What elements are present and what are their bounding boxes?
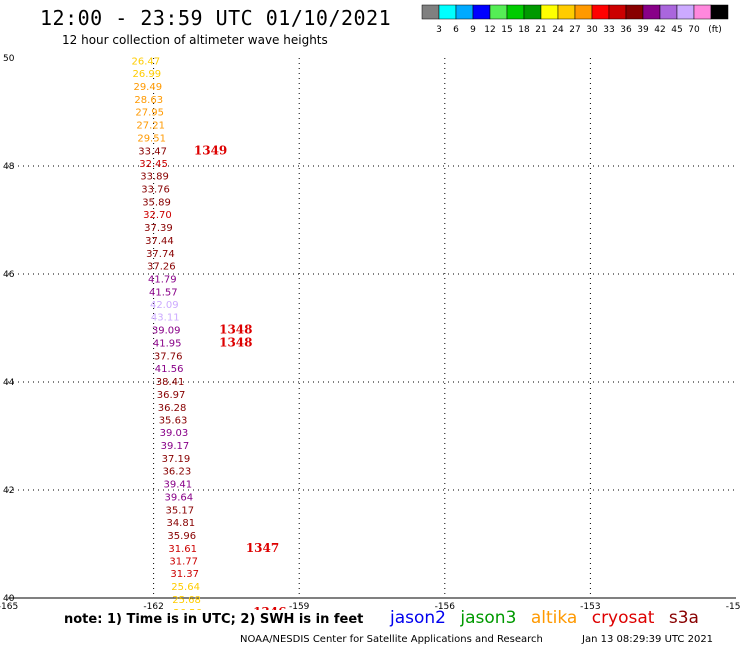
- swh-data-label: 25.64: [171, 582, 200, 593]
- color-scale-label: 18: [518, 25, 530, 35]
- color-scale-label: 30: [586, 25, 598, 35]
- x-tick-label: -162: [143, 602, 163, 610]
- orbit-annotation: 1347: [246, 541, 279, 555]
- swh-data-label: 25.68: [172, 595, 201, 606]
- swh-data-label: 42.09: [150, 300, 179, 311]
- y-tick-label: 48: [3, 162, 15, 172]
- y-tick-label: 40: [3, 594, 15, 604]
- satellite-jason2: jason2: [390, 608, 446, 628]
- color-scale-label: 33: [603, 25, 614, 35]
- swh-data-label: 37.76: [154, 352, 183, 363]
- swh-data-label: 38.41: [156, 377, 185, 388]
- swh-data-label: 26.99: [132, 69, 161, 80]
- color-swatch: [710, 4, 729, 20]
- color-scale-label: 6: [453, 25, 459, 35]
- swh-data-label: 41.57: [149, 287, 178, 298]
- satellite-jason3: jason3: [460, 608, 517, 628]
- orbit-annotation: 1349: [194, 143, 227, 157]
- color-scale-legend: 3 6 9 12 15 18 21 24 27 30 33 36 39 42 45 70 (ft): [421, 4, 729, 35]
- swh-data-label: 37.74: [146, 249, 175, 260]
- color-scale-label: 9: [470, 25, 476, 35]
- swh-data-label: 36.28: [158, 403, 187, 414]
- color-scale-label: 39: [637, 25, 649, 35]
- swh-data-label: 35.17: [165, 505, 194, 516]
- swh-data-label: 41.79: [148, 274, 177, 285]
- swh-data-label: 26.47: [132, 57, 161, 68]
- y-tick-label: 42: [3, 486, 14, 496]
- y-tick-label: 46: [3, 270, 15, 280]
- color-scale-label: 45: [671, 25, 682, 35]
- color-scale-label: 12: [484, 25, 495, 35]
- swh-data-label: 43.11: [151, 313, 180, 324]
- swh-data-label: 41.56: [155, 364, 184, 375]
- swh-data-label: 26.56: [173, 608, 202, 610]
- satellite-s3a: s3a: [668, 608, 699, 628]
- x-tick-label: -153: [580, 602, 600, 610]
- swh-data-label: 41.95: [153, 339, 182, 350]
- swh-data-label: 39.03: [160, 428, 189, 439]
- swh-data-label: 31.37: [170, 569, 199, 580]
- y-tick-label: 44: [3, 378, 15, 388]
- swh-data-label: 31.61: [168, 544, 197, 555]
- color-scale-unit: (ft): [708, 25, 722, 35]
- color-scale-label: 21: [535, 25, 546, 35]
- swh-data-label: 31.77: [169, 557, 198, 568]
- swh-data-label: 35.63: [159, 415, 188, 426]
- swh-data-label: 32.70: [143, 210, 172, 221]
- plot-area: -165 -162 -159 -156 -153 -150 40 42 44 46 48 50 26.4…: [0, 54, 740, 610]
- x-tick-label: -150: [726, 602, 740, 610]
- swh-data-label: 36.97: [157, 390, 186, 401]
- swh-data-label: 32.45: [139, 159, 168, 170]
- swh-data-label: 27.95: [135, 107, 164, 118]
- swh-data-label: 34.81: [166, 518, 195, 529]
- swh-data-label: 35.96: [167, 531, 196, 542]
- swh-data-label: 29.51: [137, 133, 166, 144]
- swh-data-label: 37.39: [144, 223, 173, 234]
- swh-data-label: 33.76: [141, 185, 170, 196]
- swh-data-label: 35.89: [142, 198, 171, 209]
- orbit-annotation: 1348: [219, 323, 252, 337]
- satellite-altika: altika: [530, 608, 578, 628]
- swh-data-label: 27.21: [136, 120, 165, 131]
- color-scale-label: 3: [436, 25, 442, 35]
- chart-title: 12:00 - 23:59 UTC 01/10/2021: [40, 6, 392, 30]
- x-tick-label: -156: [435, 602, 456, 610]
- swh-data-label: 33.89: [140, 172, 169, 183]
- x-tick-label: -165: [0, 602, 18, 610]
- swh-data-label: 37.26: [147, 261, 176, 272]
- color-scale-label: 27: [569, 25, 580, 35]
- swh-data-label: 39.09: [152, 326, 181, 337]
- swh-data-label: 37.19: [162, 454, 191, 465]
- satellite-cryosat: cryosat: [591, 608, 655, 628]
- chart-subtitle: 12 hour collection of altimeter wave hei…: [62, 33, 328, 47]
- color-scale-label: 70: [688, 25, 700, 35]
- color-scale-label: 36: [620, 25, 632, 35]
- swh-data-label: 39.41: [164, 480, 193, 491]
- color-scale-label: 24: [552, 25, 564, 35]
- x-tick-label: -159: [289, 602, 310, 610]
- orbit-annotation: 1348: [219, 336, 252, 350]
- footer-note: note: 1) Time is in UTC; 2) SWH is in fe…: [64, 612, 364, 627]
- swh-data-label: 36.23: [163, 467, 192, 478]
- swh-data-label: 39.64: [165, 492, 194, 503]
- swh-data-label: 39.17: [161, 441, 190, 452]
- color-scale-label: 15: [501, 25, 512, 35]
- swh-data-label: 29.49: [133, 82, 162, 93]
- swh-data-label: 28.63: [134, 95, 163, 106]
- swh-data-label: 33.47: [138, 146, 167, 157]
- swh-data-label: 37.44: [145, 236, 174, 247]
- credit-line: NOAA/NESDIS Center for Satellite Applica…: [240, 634, 543, 645]
- generated-timestamp: Jan 13 08:29:39 UTC 2021: [582, 634, 714, 645]
- color-scale-label: 42: [654, 25, 665, 35]
- y-tick-label: 50: [3, 54, 15, 64]
- satellite-legend: jason2 jason3 altika cryosat s3a: [390, 608, 708, 628]
- orbit-annotation: 1346: [253, 605, 286, 610]
